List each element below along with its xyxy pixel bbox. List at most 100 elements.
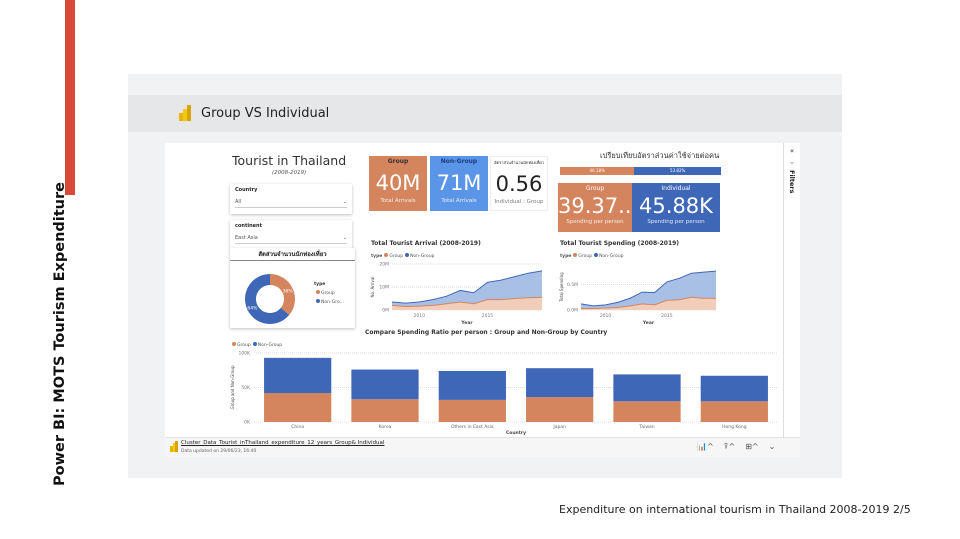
- x-axis-label: Year: [642, 320, 655, 326]
- country-slicer[interactable]: Country All ⌄: [230, 184, 352, 214]
- area-nongroup: [581, 271, 716, 309]
- x-tick-label: China: [291, 424, 304, 430]
- x-tick-label: 2010: [600, 313, 612, 319]
- arrival-chart-title: Total Tourist Arrival (2008-2019): [371, 240, 481, 247]
- slide-caption: Expenditure on international tourism in …: [559, 503, 911, 516]
- report-name: Group VS Individual: [201, 106, 330, 121]
- y-axis-label: No. Arrival: [370, 277, 375, 298]
- donut-chart: 36% 64%: [245, 274, 295, 324]
- y-tick-label: 50K: [241, 385, 251, 391]
- bar-group-1: [351, 399, 419, 422]
- nongroup-arrivals-card: Non-Group 71M Total Arrivals: [430, 156, 488, 211]
- report-footer: [165, 437, 800, 457]
- spending-area-chart: 0.0M 0.5M 2010 2015 Year Total Spending: [559, 270, 717, 326]
- line-nongroup: [391, 270, 543, 304]
- spending-chart-title: Total Tourist Spending (2008-2019): [560, 240, 680, 247]
- legend-nongroup: Non-Gro...: [314, 298, 344, 307]
- chevron-down-icon[interactable]: ⌄: [768, 442, 776, 451]
- y-tick-label: 0.5M: [567, 282, 578, 288]
- line-nongroup: [580, 270, 717, 307]
- y-tick-label: 0K: [244, 420, 251, 426]
- arrival-area-chart: 0M 10M 20M 2010 2015 Year No. Arrival: [370, 262, 543, 326]
- dropdown-value: East Asia: [235, 235, 258, 241]
- dropdown-value: All: [235, 199, 242, 205]
- slicer-label: Country: [235, 187, 258, 193]
- bookmark-icon[interactable]: ⍒^: [723, 442, 736, 451]
- filter-icon: ▿: [790, 160, 794, 167]
- card-subtitle: Total Arrivals: [441, 198, 477, 204]
- card-value: 40M: [375, 171, 421, 195]
- bar-nongroup-3: [526, 368, 594, 398]
- bar-nongroup-2: [438, 370, 506, 400]
- accent-bar: [65, 0, 75, 195]
- y-tick-label: 0.0M: [567, 308, 578, 314]
- filters-label: Filters: [788, 170, 796, 194]
- page-subtitle: (2008-2019): [272, 170, 307, 176]
- bar-nongroup-4: [613, 374, 681, 402]
- data-updated-text: Data updated on 29/06/23, 16:40: [181, 449, 257, 454]
- visual-menu-icon[interactable]: 📊^: [697, 442, 714, 451]
- continent-dropdown[interactable]: East Asia ⌄: [235, 233, 347, 244]
- spend-ratio-title: เปรียบเทียบอัตราส่วนค่าใช้จ่ายต่อคน: [600, 151, 720, 160]
- donut-slice-non-gro...: [245, 274, 290, 324]
- card-value: 39.37...: [558, 194, 639, 218]
- card-title: Non-Group: [440, 158, 478, 165]
- ratio-card: อัตราส่วนจำนวนนักท่องเที่ยว 0.56 Individ…: [490, 156, 548, 211]
- dataset-link[interactable]: Cluster_Data_Tourist_inThailand_expendit…: [181, 440, 385, 446]
- area-group: [392, 297, 542, 310]
- card-title: อัตราส่วนจำนวนนักท่องเที่ยว: [494, 160, 544, 165]
- view-menu-icon[interactable]: ⊞^: [745, 442, 759, 451]
- spend-ratio-bar: 46.18% 53.82%: [560, 167, 721, 175]
- card-subtitle: Total Arrivals: [380, 198, 416, 204]
- x-tick-label: Korea: [379, 424, 392, 430]
- card-title: Group: [585, 185, 605, 192]
- bar-group-2: [438, 399, 506, 422]
- card-value: 45.88K: [639, 194, 713, 218]
- individual-spending-card: Individual 45.88K Spending per person: [632, 183, 720, 232]
- chevron-down-icon: ⌄: [342, 199, 347, 205]
- country-bar-chart: 0K 50K 100K Group and Non-Group China Korea Ot…: [230, 351, 778, 436]
- chevron-down-icon: ⌄: [342, 235, 347, 241]
- x-tick-label: Japan: [552, 424, 566, 430]
- bar-group-3: [526, 397, 594, 422]
- donut-data-label: 36%: [283, 289, 294, 295]
- slicer-label: continent: [235, 223, 262, 229]
- group-spending-card: Group 39.37... Spending per person: [558, 183, 639, 232]
- filters-pane[interactable]: « ▿ Filters: [783, 143, 800, 437]
- powerbi-logo-icon: [170, 441, 178, 452]
- card-subtitle: Spending per person: [647, 219, 705, 225]
- report-header: [128, 95, 842, 132]
- bar-group-0: [264, 393, 332, 422]
- legend-title: type: [314, 282, 326, 287]
- bar-nongroup-1: [351, 369, 419, 400]
- x-tick-label: 2015: [482, 313, 494, 319]
- bar-nongroup-0: [264, 357, 332, 394]
- card-value: 0.56: [495, 172, 543, 196]
- bar-group-5: [700, 401, 768, 422]
- donut-slice-group: [270, 274, 295, 315]
- card-value: 71M: [436, 171, 482, 195]
- spending-legend: type Group Non-Group: [560, 253, 624, 259]
- y-tick-label: 0M: [382, 308, 389, 314]
- slide-side-title: Power BI: MOTS Tourism Expenditure: [52, 182, 68, 486]
- x-tick-label: 2010: [414, 313, 426, 319]
- x-axis-label: Year: [460, 320, 473, 326]
- collapse-icon[interactable]: «: [789, 147, 795, 155]
- continent-slicer[interactable]: continent East Asia ⌄: [230, 220, 352, 248]
- bar-chart-title: Compare Spending Ratio per person : Grou…: [365, 329, 608, 336]
- legend-group: Group: [314, 289, 344, 298]
- y-tick-label: 100K: [238, 351, 251, 357]
- donut-data-label: 64%: [247, 305, 258, 311]
- y-tick-label: 20M: [379, 262, 389, 268]
- line-group: [391, 296, 543, 308]
- group-arrivals-card: Group 40M Total Arrivals: [369, 156, 427, 211]
- nongroup-pct-segment: 53.82%: [634, 167, 721, 175]
- area-group: [581, 297, 716, 310]
- y-tick-label: 10M: [379, 285, 389, 291]
- country-dropdown[interactable]: All ⌄: [235, 197, 347, 208]
- x-tick-label: 2015: [661, 313, 673, 319]
- bar-legend: Group Non-Group: [230, 342, 282, 348]
- x-tick-label: Taiwan: [638, 424, 654, 430]
- donut-card: สัดส่วนจำนวนนักท่องเที่ยว 36% 64% type Gr…: [230, 248, 355, 328]
- donut-title: สัดส่วนจำนวนนักท่องเที่ยว: [230, 248, 355, 261]
